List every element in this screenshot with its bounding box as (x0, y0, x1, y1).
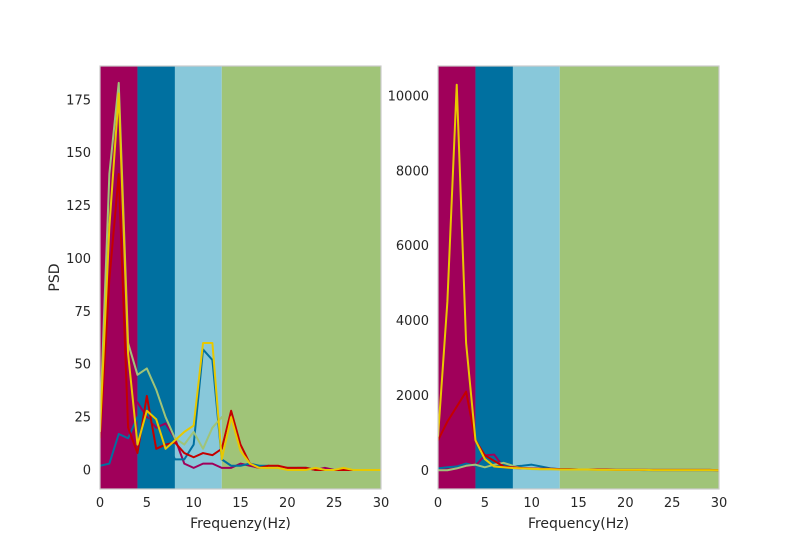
band-theta (475, 66, 513, 489)
y-tick-label: 2000 (396, 389, 429, 404)
y-tick-label: 10000 (388, 89, 429, 104)
x-tick-label: 25 (326, 496, 343, 511)
y-tick-label: 125 (66, 199, 91, 214)
y-tick-label: 175 (66, 93, 91, 108)
x-tick-label: 15 (570, 496, 587, 511)
band-beta (221, 66, 381, 489)
band-alpha (512, 66, 560, 489)
right-subplot: 0 5 10 15 20 25 30 0 2000 4000 6000 8000 10000 Freque… (388, 65, 728, 532)
series-line-5 (438, 83, 719, 472)
y-axis-label: PSD (47, 263, 63, 291)
series-line-5 (100, 92, 381, 471)
x-tick-label: 5 (143, 496, 151, 511)
y-tick-label: 8000 (396, 164, 429, 179)
x-tick-label: 30 (711, 496, 728, 511)
y-tick-label: 75 (74, 305, 91, 320)
x-tick-label: 20 (617, 496, 634, 511)
y-tick-label: 25 (74, 411, 91, 426)
y-tick-label: 0 (421, 464, 429, 479)
x-tick-label: 10 (185, 496, 202, 511)
left-subplot: 0 5 10 15 20 25 30 0 25 50 75 100 125 150 175 Frequenzy… (47, 65, 390, 532)
x-tick-label: 15 (232, 496, 249, 511)
x-tick-label: 30 (373, 496, 390, 511)
y-tick-label: 150 (66, 146, 91, 161)
axes-frame (437, 65, 720, 490)
y-tick-label: 0 (83, 463, 91, 478)
band-beta (559, 66, 719, 489)
axes-frame (99, 65, 382, 490)
x-tick-label: 0 (434, 496, 442, 511)
x-tick-label: 25 (664, 496, 681, 511)
x-tick-label: 10 (523, 496, 540, 511)
y-tick-label: 100 (66, 252, 91, 267)
x-axis-label: Frequenzy(Hz) (190, 516, 291, 532)
x-tick-label: 20 (279, 496, 296, 511)
x-axis-label: Frequency(Hz) (528, 516, 629, 532)
y-tick-label: 50 (74, 358, 91, 373)
band-alpha (174, 66, 222, 489)
x-tick-label: 0 (96, 496, 104, 511)
band-delta (438, 66, 476, 489)
x-tick-label: 5 (481, 496, 489, 511)
y-tick-label: 6000 (396, 239, 429, 254)
y-tick-label: 4000 (396, 314, 429, 329)
